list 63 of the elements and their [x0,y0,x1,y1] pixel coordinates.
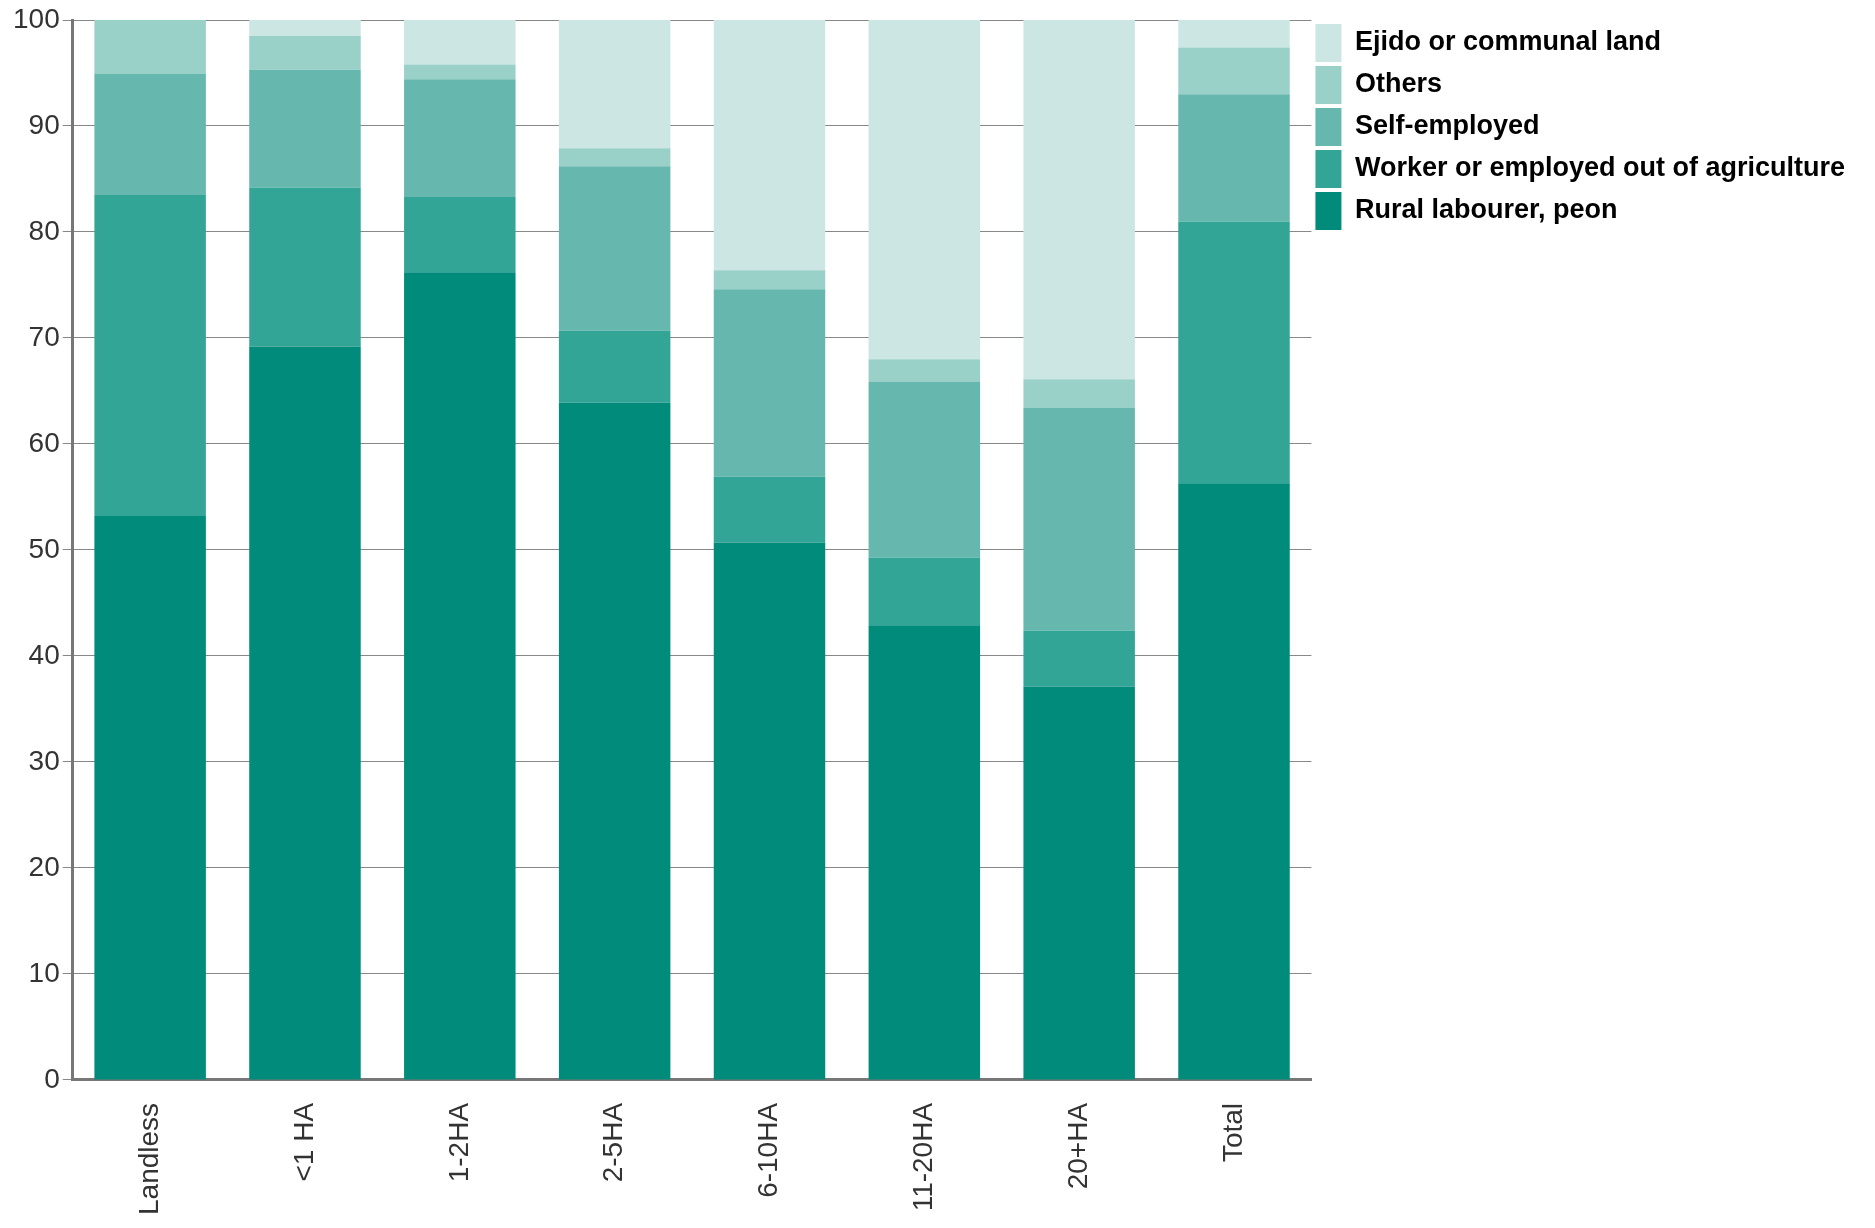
legend-label: Ejido or communal land [1354,26,1661,57]
y-tick-label: 100 [13,2,60,34]
bar [558,20,671,149]
bar [1178,221,1290,484]
x-tick-label: 1-2HA [442,1102,474,1183]
x-tick-label: <1 HA [287,1102,319,1182]
bar [713,20,826,271]
bar [404,197,516,273]
bar [94,20,206,75]
bar [404,272,516,1080]
bar [249,187,361,347]
bar [404,20,516,65]
bar [94,74,206,195]
bar [558,166,671,331]
x-tick-label: 20+HA [1061,1102,1093,1190]
bar [713,270,826,290]
bar [249,69,361,188]
bar [1178,47,1290,95]
bar [558,402,671,1080]
bar [713,476,826,543]
bar [868,557,981,626]
legend-label: Self-employed [1354,110,1540,141]
y-tick-label: 60 [28,426,60,458]
y-tick-label: 0 [44,1062,60,1094]
bar [558,148,671,167]
bar [713,542,826,1080]
bar [1178,94,1290,222]
bar [1023,407,1135,631]
legend-label: Rural labourer, peon [1354,194,1618,225]
legend-label: Others [1354,68,1442,99]
bar [713,289,826,477]
bar [404,64,516,80]
bar [249,346,361,1080]
bar [868,381,981,558]
y-tick-label: 80 [28,214,60,246]
bar [868,359,981,382]
x-tick-label: Landless [132,1102,164,1216]
bar [1023,20,1135,380]
y-tick-label: 50 [28,532,60,564]
legend-label: Worker or employed out of agriculture [1354,152,1845,183]
bar [94,194,206,517]
x-tick-label: 11-20HA [907,1102,939,1212]
bar [404,79,516,198]
bar [868,20,981,360]
y-tick-label: 70 [28,320,60,352]
bar [868,625,981,1080]
y-tick-label: 30 [28,744,60,776]
bar [1178,20,1290,48]
bar [249,35,361,70]
bar [1023,379,1135,408]
bar [249,20,361,36]
y-tick-label: 20 [28,850,60,882]
bar [1023,630,1135,687]
bar [94,516,206,1080]
x-tick-label: 6-10HA [752,1102,784,1198]
bar [1023,686,1135,1080]
bar [558,330,671,403]
y-tick-label: 90 [28,108,60,140]
bar [1178,483,1290,1080]
x-tick-label: 2-5HA [597,1102,629,1183]
x-tick-label: Total [1216,1102,1248,1163]
y-tick-label: 10 [28,956,60,988]
y-tick-label: 40 [28,638,60,670]
